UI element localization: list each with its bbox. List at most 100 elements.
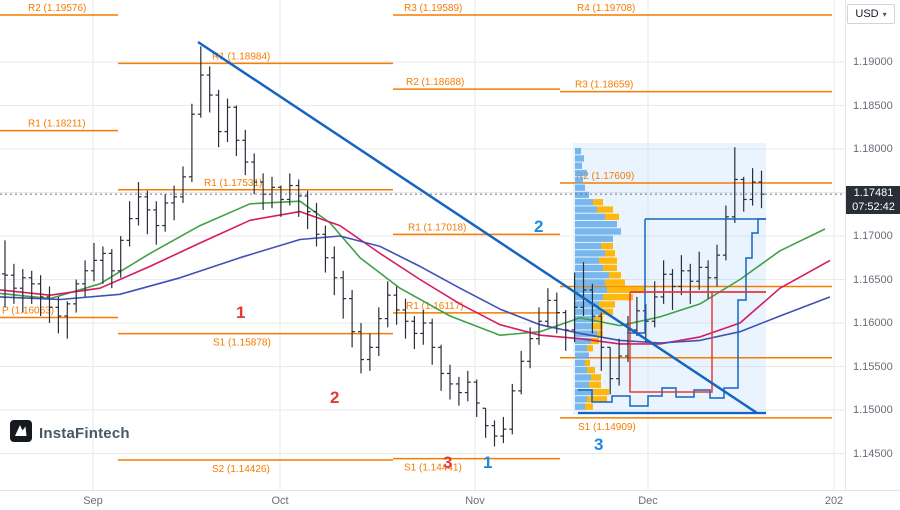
profile-bar-yellow [603, 264, 617, 272]
time-axis[interactable]: Sep Oct Nov Dec 202 [0, 490, 900, 510]
countdown-timer: 07:52:42 [852, 201, 895, 213]
ma-green [0, 200, 826, 337]
profile-bar-blue [575, 308, 601, 315]
profile-bar-blue [575, 148, 581, 155]
blue-step-left [627, 219, 646, 334]
profile-bar-yellow [601, 242, 613, 250]
profile-bar-yellow [585, 359, 590, 366]
last-price-value: 1.17481 [853, 187, 894, 199]
wave-label-red: 1 [236, 303, 245, 322]
wave-label-blue: 2 [534, 217, 543, 236]
profile-bar-yellow [587, 345, 593, 352]
currency-label: USD [855, 8, 879, 20]
pivot-label: R1 (1.18211) [28, 119, 86, 130]
profile-bar-yellow [593, 388, 609, 396]
instafintech-logo: InstaFintech [10, 420, 130, 447]
profile-bar-yellow [597, 330, 603, 337]
price-tick-label: 1.18000 [853, 143, 893, 155]
profile-bar-yellow [599, 301, 615, 308]
currency-dropdown[interactable]: USD ▾ [847, 4, 895, 24]
profile-bar-yellow [591, 374, 601, 381]
wave-label-red: 2 [330, 388, 339, 407]
profile-bar-yellow [605, 213, 619, 220]
ma-crimson [0, 210, 831, 345]
profile-bar-yellow [595, 315, 603, 323]
profile-bar-blue [575, 367, 587, 374]
profile-bar-blue [575, 162, 582, 169]
profile-bar-yellow [585, 403, 593, 410]
blue-step-line [578, 218, 766, 407]
profile-bar-yellow [605, 250, 615, 257]
profile-bar-blue [575, 264, 603, 272]
profile-bar-blue [575, 403, 585, 410]
profile-bar-blue [575, 191, 589, 199]
chevron-down-icon: ▾ [882, 9, 887, 19]
candlestick-series [2, 46, 765, 447]
wave-label-blue: 1 [483, 453, 492, 472]
profile-bar-yellow [597, 206, 613, 213]
time-tick-label: 202 [824, 495, 844, 507]
price-tick-label: 1.18500 [853, 99, 893, 112]
profile-bar-blue [575, 250, 605, 257]
profile-bar-blue [575, 228, 621, 235]
pivot-label: R3 (1.18659) [575, 80, 633, 91]
profile-bar-blue [575, 272, 609, 279]
profile-bar-blue [575, 184, 585, 191]
gridlines [0, 0, 845, 490]
time-tick-label: Dec [638, 495, 658, 507]
profile-bar-blue [575, 294, 603, 301]
price-tick-label: 1.16000 [853, 317, 893, 329]
time-tick-label: Oct [271, 495, 289, 507]
price-tick-label: 1.14500 [853, 447, 893, 460]
pivot-label: R2 (1.18688) [406, 77, 464, 88]
profile-bar-yellow [593, 323, 603, 330]
pivot-label: S1 (1.15878) [213, 338, 271, 349]
descending-trendline [197, 40, 758, 415]
profile-bar-blue [575, 199, 593, 206]
time-tick-label: Sep [83, 495, 103, 507]
profile-bar-blue [575, 177, 583, 184]
price-tick-label: 1.17000 [853, 230, 893, 242]
watermark-text: InstaFintech [39, 425, 130, 442]
highlight-zone [573, 143, 766, 415]
profile-bar-blue [575, 169, 587, 177]
profile-bar-blue [575, 359, 585, 366]
pivot-label: R4 (1.19708) [577, 3, 635, 14]
pivot-label: S1 (1.14441) [404, 463, 462, 474]
profile-bar-yellow [603, 294, 633, 301]
wave-label-red: 3 [443, 453, 452, 472]
pivot-levels: R2 (1.19576) R1 (1.18211) P (1.16063) R1 (1… [0, 3, 832, 475]
price-tick-label: 1.15500 [853, 360, 893, 373]
pivot-label: R1 (1.18984) [212, 51, 270, 62]
pivot-label: R1 (1.17531) [204, 178, 262, 189]
profile-bar-blue [575, 221, 617, 228]
profile-bar-blue [575, 213, 605, 220]
profile-bar-blue [575, 345, 587, 352]
profile-bar-blue [575, 279, 605, 286]
time-tick-label: Nov [465, 495, 485, 507]
profile-bar-blue [575, 352, 589, 359]
profile-bar-blue [575, 381, 589, 388]
pivot-label: R1 (1.17018) [408, 222, 466, 233]
profile-bar-blue [575, 388, 593, 396]
price-tick-label: 1.15000 [853, 404, 893, 416]
profile-bar-blue [575, 323, 593, 330]
price-tick-label: 1.19000 [853, 56, 893, 68]
profile-bar-yellow [601, 308, 613, 315]
profile-bar-yellow [609, 272, 621, 279]
profile-bar-yellow [599, 257, 617, 264]
profile-bar-blue [575, 337, 591, 345]
red-range-box [629, 292, 713, 393]
pivot-label: R2 (1.17609) [576, 171, 634, 182]
instafintech-icon [10, 420, 32, 447]
profile-bar-blue [575, 257, 599, 264]
profile-bar-blue [575, 301, 599, 308]
profile-bar-blue [575, 374, 591, 381]
price-chart-canvas[interactable]: R2 (1.19576) R1 (1.18211) P (1.16063) R1 (1… [0, 0, 845, 490]
profile-bar-blue [575, 206, 597, 213]
profile-bar-blue [575, 242, 601, 250]
profile-bar-yellow [593, 199, 603, 206]
pivot-label: R1 (1.16117) [406, 301, 464, 312]
price-axis[interactable]: 1.17481 07:52:42 1.19000 1.18500 1.18000 1.… [845, 0, 900, 490]
